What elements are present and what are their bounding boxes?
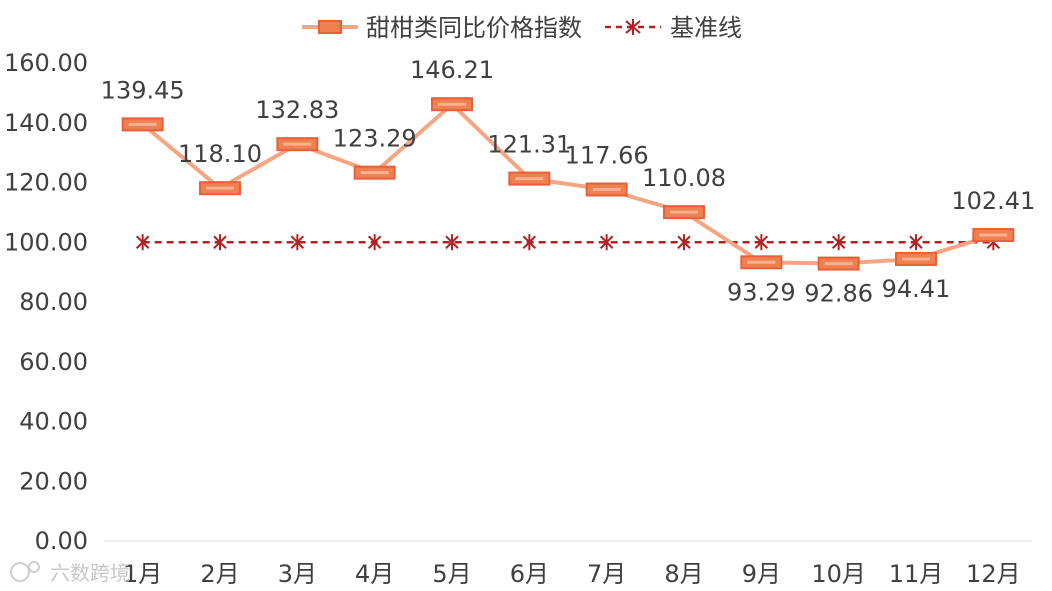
data-label: 123.29 [333,125,417,153]
baseline-marker [909,234,923,251]
legend-series-label: 甜柑类同比价格指数 [366,14,582,42]
baseline-marker [677,234,691,251]
price-index-line [141,102,994,266]
data-label: 118.10 [178,140,262,168]
baseline-marker [831,234,846,251]
data-label: 132.83 [255,96,339,124]
data-label: 94.41 [882,275,951,303]
x-tick-label: 5月 [432,560,471,588]
y-tick-label: 80.00 [19,288,88,316]
data-label: 139.45 [101,76,185,104]
data-label: 102.41 [951,187,1035,215]
x-tick-label: 1月 [123,560,162,588]
x-tick-label: 10月 [811,560,866,588]
x-tick-label: 9月 [742,560,781,588]
y-axis-ticks: 0.00 20.00 40.00 60.00 80.00 100.00 120.00 140.… [4,49,88,555]
data-label: 117.66 [565,141,649,169]
baseline-marker [213,234,227,251]
legend-baseline-marker [625,19,641,35]
baseline-marker [367,234,382,251]
baseline-marker [135,234,150,251]
baseline-marker [599,234,614,251]
watermark-text: 六数跨境 [50,561,130,585]
x-axis-ticks: 1月 2月 3月 4月 5月 6月 7月 8月 9月 10月 11月 12月 [123,560,1021,588]
legend-baseline-label: 基准线 [670,14,742,42]
legend-series-marker [318,20,342,34]
data-label: 92.86 [804,280,873,308]
watermark: 六数跨境 [10,561,130,585]
baseline-marker [522,234,537,251]
baseline-marker [290,234,305,251]
data-label: 121.31 [487,131,571,159]
x-tick-label: 12月 [966,560,1021,588]
y-tick-label: 100.00 [4,228,88,256]
x-tick-label: 6月 [510,560,549,588]
y-tick-label: 40.00 [19,408,88,436]
y-tick-label: 140.00 [4,109,88,137]
x-tick-label: 2月 [200,560,239,588]
price-index-series [121,97,1015,271]
baseline-marker [445,234,459,251]
data-label: 146.21 [410,56,494,84]
x-tick-label: 4月 [355,560,394,588]
x-tick-label: 3月 [278,560,317,588]
data-label: 110.08 [642,164,726,192]
x-tick-label: 8月 [664,560,703,588]
x-tick-label: 11月 [889,560,944,588]
y-tick-label: 120.00 [4,169,88,197]
legend: 甜柑类同比价格指数 基准线 [302,14,742,42]
baseline-series [135,234,1001,251]
data-label: 93.29 [727,278,796,306]
baseline-marker [754,234,769,251]
watermark-logo-icon [10,562,30,582]
y-tick-label: 20.00 [19,467,88,495]
y-tick-label: 60.00 [19,348,88,376]
y-tick-label: 0.00 [35,527,88,555]
y-tick-label: 160.00 [4,49,88,77]
x-tick-label: 7月 [587,560,626,588]
